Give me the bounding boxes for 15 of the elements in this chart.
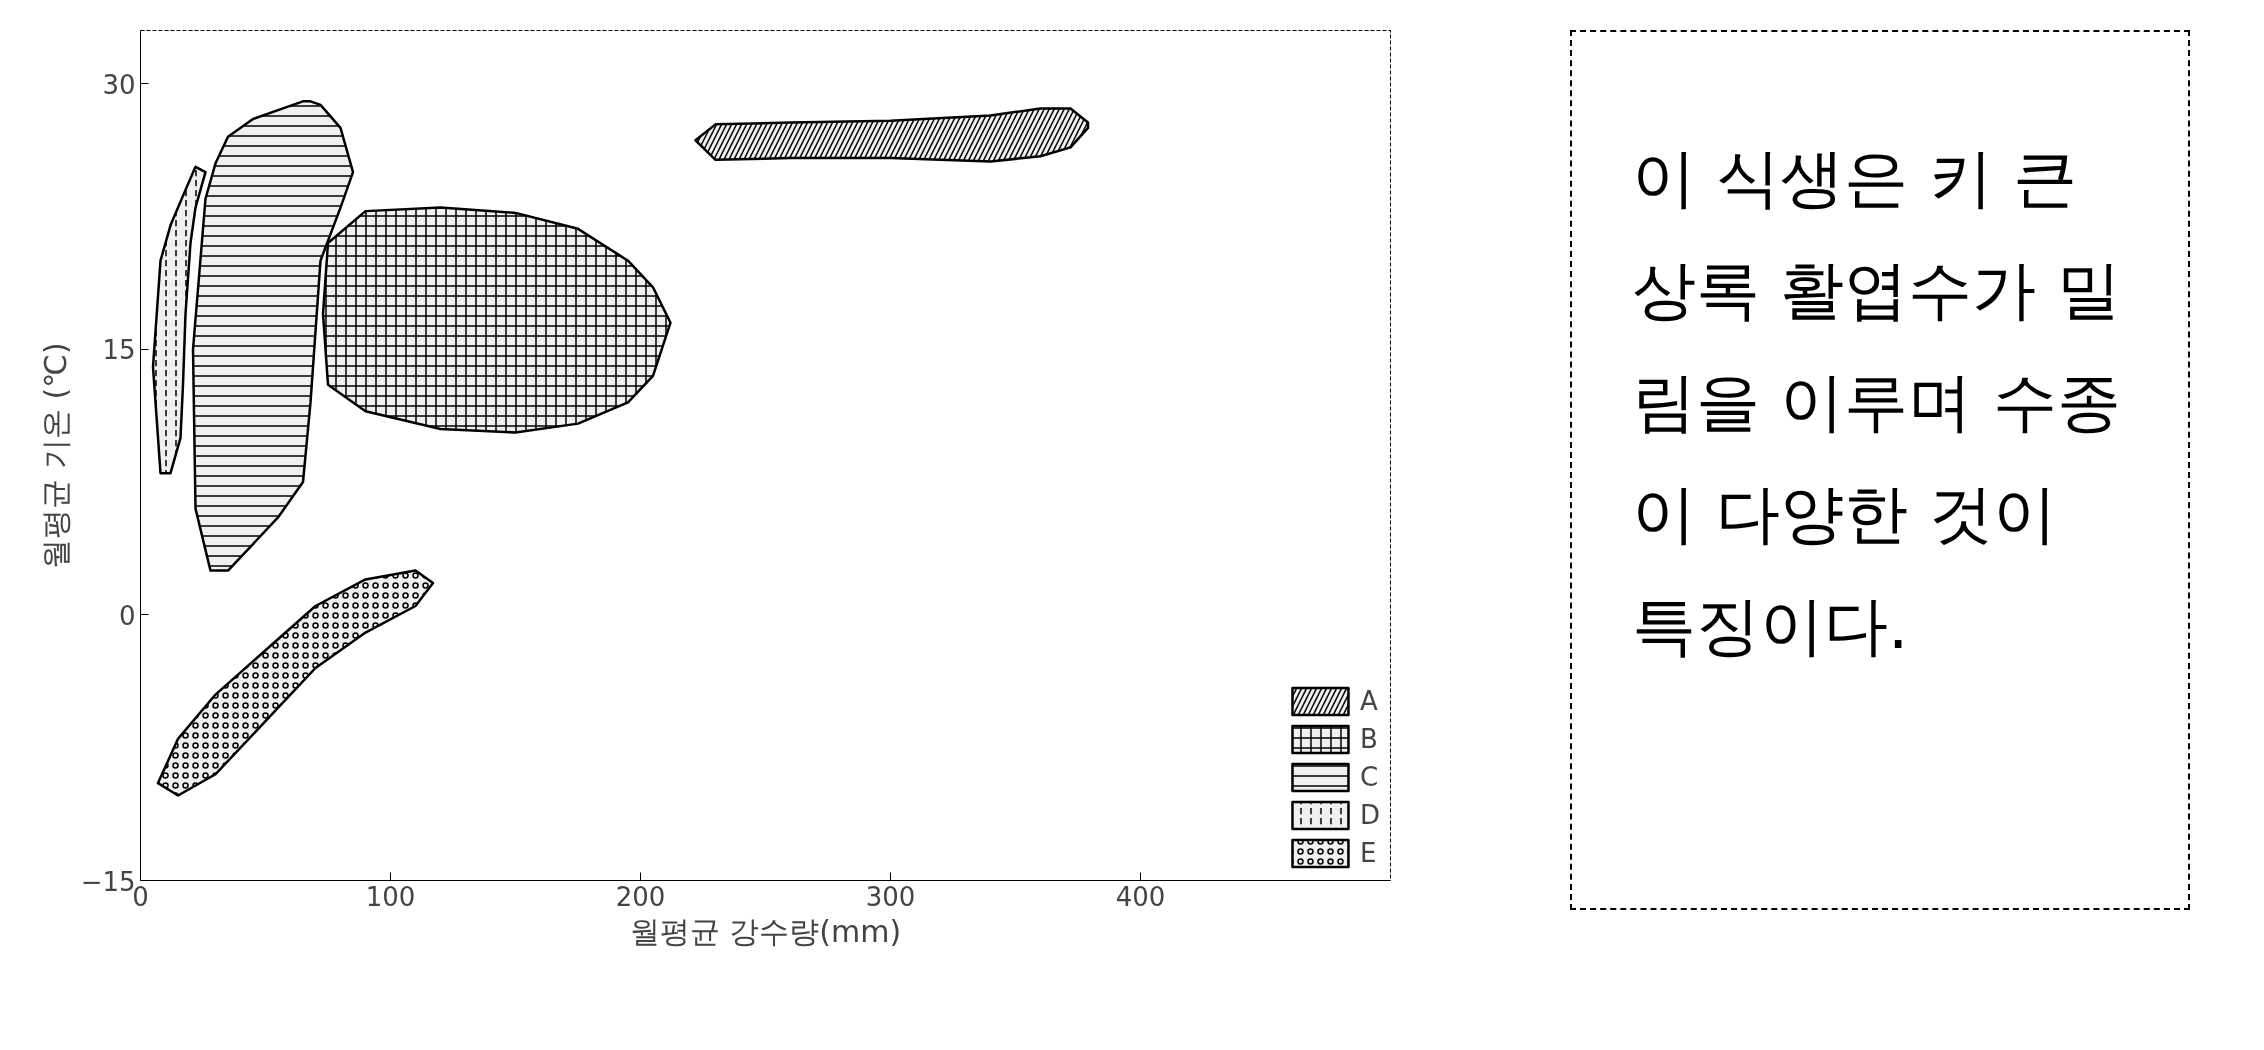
legend-label: E <box>1359 838 1378 868</box>
x-tick-label: 100 <box>365 881 416 912</box>
legend-label: C <box>1359 762 1380 792</box>
text: 이 식생은 키 큰 상록 활엽수가 밀림을 이루며 수종이 다양한 것이 특징이다. <box>1632 140 2122 665</box>
x-tick-label: 200 <box>615 881 666 912</box>
legend-label: A <box>1359 686 1379 716</box>
x-tick-label: 400 <box>1115 881 1166 912</box>
legend-label: B <box>1359 724 1379 754</box>
y-tick-label: 30 <box>102 69 136 100</box>
y-tick-label: 15 <box>102 335 136 366</box>
y-tick-label: 0 <box>118 600 136 631</box>
x-tick-label: 300 <box>865 881 916 912</box>
x-axis-title: 월평균 강수량(mm) <box>629 913 902 949</box>
y-axis-title: 월평균 기온 (℃) <box>37 342 73 569</box>
legend-label: D <box>1359 800 1380 830</box>
